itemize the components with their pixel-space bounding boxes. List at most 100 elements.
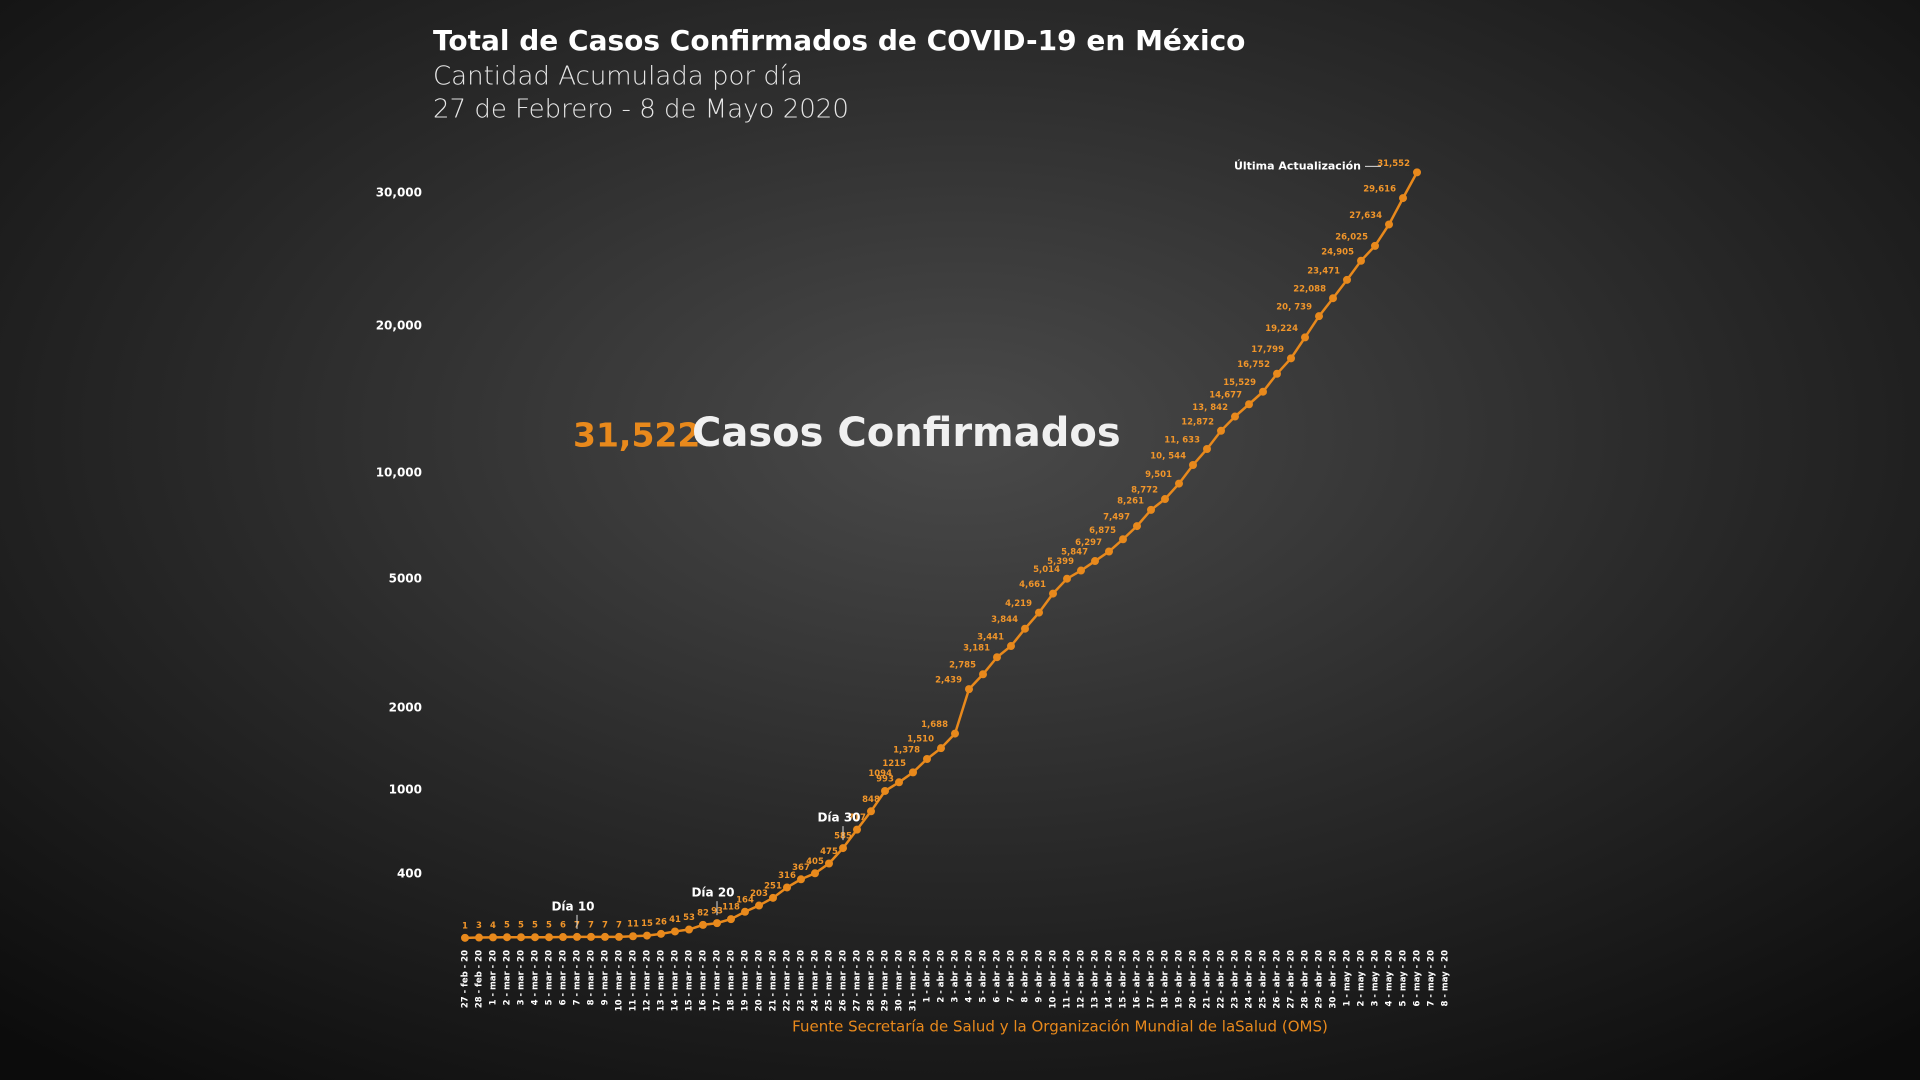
- data-point: [1161, 495, 1169, 504]
- data-label: 5: [518, 921, 524, 931]
- data-label: 29,616: [1363, 185, 1396, 195]
- data-label: 3,181: [963, 644, 990, 654]
- data-point: [1189, 461, 1197, 470]
- data-label: 164: [736, 895, 754, 905]
- x-tick-label: 19 - abr - 20: [1175, 950, 1185, 1009]
- headline-text: Casos Confirmados: [692, 410, 1121, 456]
- data-label: 7: [588, 920, 594, 930]
- x-tick-label: 20 - mar - 20: [755, 950, 765, 1011]
- data-point: [1315, 312, 1323, 321]
- data-point: [1273, 369, 1281, 378]
- annotation: Día 30: [817, 811, 860, 825]
- data-label: 27,634: [1349, 211, 1382, 221]
- data-point: [587, 932, 595, 941]
- x-tick-label: 7 - may - 20: [1427, 950, 1437, 1007]
- x-tick-label: 7 - mar - 20: [573, 950, 583, 1006]
- x-tick-label: 6 - mar - 20: [559, 950, 569, 1006]
- data-point: [1357, 256, 1365, 265]
- x-tick-label: 2 - may - 20: [1357, 950, 1367, 1007]
- data-point: [1021, 624, 1029, 633]
- x-tick-label: 29 - mar - 20: [881, 950, 891, 1011]
- data-label: 23,471: [1307, 266, 1340, 276]
- data-point: [937, 744, 945, 753]
- data-label: 118: [722, 903, 740, 913]
- data-point: [573, 932, 581, 941]
- y-tick-label: 1000: [389, 783, 422, 797]
- data-label: 12,872: [1181, 417, 1214, 427]
- x-tick-label: 22 - mar - 20: [783, 950, 793, 1011]
- data-point: [1329, 294, 1337, 303]
- x-tick-label: 23 - mar - 20: [797, 950, 807, 1011]
- subtitle: Cantidad Acumulada por día: [433, 62, 803, 92]
- data-point: [475, 933, 483, 942]
- data-label: 31,552: [1377, 159, 1410, 169]
- data-point: [727, 915, 735, 924]
- data-point: [657, 929, 665, 938]
- data-point: [909, 768, 917, 777]
- data-point: [489, 933, 497, 942]
- x-tick-label: 26 - abr - 20: [1273, 950, 1283, 1009]
- x-tick-label: 16 - mar - 20: [699, 950, 709, 1011]
- data-label: 1,510: [907, 735, 934, 745]
- data-point: [1133, 522, 1141, 531]
- data-point: [601, 932, 609, 941]
- x-tick-label: 25 - abr - 20: [1259, 950, 1269, 1009]
- x-tick-label: 8 - abr - 20: [1021, 950, 1031, 1003]
- data-label: 53: [683, 913, 695, 923]
- data-point: [1231, 412, 1239, 421]
- data-label: 1215: [882, 759, 906, 769]
- x-tick-label: 1 - abr - 20: [923, 950, 933, 1003]
- x-tick-label: 24 - mar - 20: [811, 950, 821, 1011]
- y-tick-label: 5000: [389, 572, 422, 586]
- data-label: 8,261: [1117, 496, 1144, 506]
- annotation: Día 10: [551, 899, 594, 913]
- data-label: 41: [669, 915, 681, 925]
- data-label: 11: [627, 920, 639, 930]
- x-tick-label: 28 - abr - 20: [1301, 950, 1311, 1009]
- data-point: [1371, 241, 1379, 250]
- data-label: 20, 739: [1276, 303, 1312, 313]
- y-tick-label: 400: [397, 867, 422, 881]
- data-label: 17,799: [1251, 345, 1284, 355]
- data-point: [559, 933, 567, 942]
- x-tick-label: 28 - mar - 20: [867, 950, 877, 1011]
- data-label: 717: [848, 813, 866, 823]
- data-point: [1049, 589, 1057, 598]
- subtitle: 27 de Febrero - 8 de Mayo 2020: [433, 95, 849, 125]
- data-point: [1413, 168, 1421, 177]
- data-label: 8,772: [1131, 486, 1158, 496]
- x-tick-label: 4 - may - 20: [1385, 950, 1395, 1007]
- x-tick-label: 18 - mar - 20: [727, 950, 737, 1011]
- data-label: 1,378: [893, 746, 920, 756]
- data-label: 2,785: [949, 661, 976, 671]
- headline-value: 31,522: [573, 416, 700, 455]
- data-point: [1175, 479, 1183, 488]
- x-tick-label: 5 - abr - 20: [979, 950, 989, 1003]
- y-tick-label: 30,000: [376, 186, 422, 200]
- x-tick-label: 17 - mar - 20: [713, 950, 723, 1011]
- data-point: [1343, 275, 1351, 284]
- x-tick-label: 1 - may - 20: [1343, 950, 1353, 1007]
- data-point: [811, 869, 819, 878]
- x-tick-label: 11 - abr - 20: [1063, 950, 1073, 1009]
- data-label: 3: [476, 921, 482, 931]
- data-point: [1217, 426, 1225, 435]
- y-tick-label: 2000: [389, 701, 422, 715]
- x-tick-label: 13 - abr - 20: [1091, 950, 1101, 1009]
- x-tick-label: 27 - feb - 20: [461, 950, 471, 1008]
- x-tick-label: 23 - abr - 20: [1231, 950, 1241, 1009]
- data-point: [881, 786, 889, 795]
- data-label: 1: [462, 921, 468, 931]
- data-point: [1259, 387, 1267, 396]
- data-point: [503, 933, 511, 942]
- data-label: 848: [862, 795, 880, 805]
- data-label: 316: [778, 871, 796, 881]
- x-tick-label: 15 - mar - 20: [685, 950, 695, 1011]
- data-label: 24,905: [1321, 247, 1354, 257]
- x-tick-label: 22 - abr - 20: [1217, 950, 1227, 1009]
- data-label: 7: [616, 920, 622, 930]
- data-label: 11, 633: [1164, 435, 1200, 445]
- x-tick-label: 29 - abr - 20: [1315, 950, 1325, 1009]
- data-label: 251: [764, 881, 782, 891]
- x-tick-label: 25 - mar - 20: [825, 950, 835, 1011]
